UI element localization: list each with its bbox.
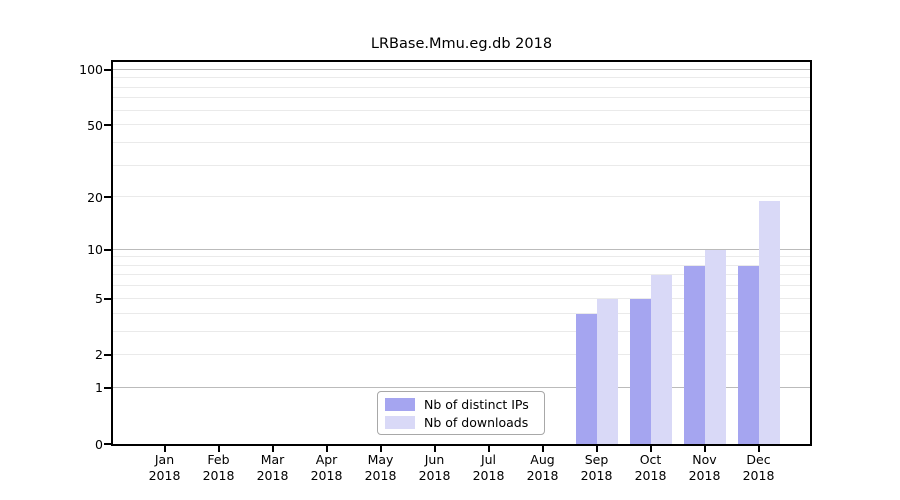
ytick-mark-50 <box>104 124 112 127</box>
xtick-mark-jun <box>433 445 436 452</box>
gridline-minor-80 <box>113 86 810 88</box>
bar-nb-of-distinct-ips-sep <box>575 313 597 444</box>
ytick-label-10: 10 <box>87 242 103 257</box>
xtick-label-apr: Apr 2018 <box>310 452 343 483</box>
legend-label-downloads: Nb of downloads <box>424 414 529 430</box>
gridline-minor-7 <box>113 274 810 276</box>
bar-nb-of-downloads-sep <box>596 298 618 444</box>
xtick-label-aug: Aug 2018 <box>526 452 559 483</box>
xtick-label-jan: Jan 2018 <box>148 452 181 483</box>
ytick-mark-10 <box>104 248 112 251</box>
ytick-label-20: 20 <box>87 189 103 205</box>
ytick-mark-0 <box>104 443 112 445</box>
bar-nb-of-downloads-oct <box>650 275 672 444</box>
gridline-minor-20 <box>113 196 810 198</box>
xtick-mark-apr <box>325 445 328 452</box>
plot-area <box>113 62 810 444</box>
gridline-major-1 <box>113 386 810 388</box>
gridline-minor-60 <box>113 109 810 111</box>
ytick-label-2: 2 <box>95 347 103 363</box>
xtick-label-dec: Dec 2018 <box>742 452 775 483</box>
legend: Nb of distinct IPs Nb of downloads <box>377 391 545 435</box>
ytick-mark-2 <box>104 353 112 356</box>
ytick-mark-100 <box>104 68 112 71</box>
ytick-mark-5 <box>104 297 112 300</box>
gridline-minor-2 <box>113 353 810 355</box>
ytick-mark-20 <box>104 196 112 199</box>
xtick-label-may: May 2018 <box>364 452 397 483</box>
xtick-mark-sep <box>595 445 598 452</box>
gridline-minor-5 <box>113 297 810 299</box>
ytick-label-100: 100 <box>79 62 103 78</box>
gridline-major-10 <box>113 248 810 250</box>
xtick-label-mar: Mar 2018 <box>256 452 289 483</box>
xtick-mark-jan <box>163 445 166 452</box>
legend-swatch-downloads <box>385 415 415 429</box>
gridline-minor-3 <box>113 330 810 332</box>
ytick-mark-1 <box>104 386 112 389</box>
xtick-mark-nov <box>703 445 706 452</box>
xtick-mark-may <box>379 445 382 452</box>
xtick-mark-oct <box>649 445 652 452</box>
bar-nb-of-distinct-ips-dec <box>737 265 759 444</box>
gridline-minor-8 <box>113 264 810 266</box>
xtick-mark-aug <box>541 445 544 452</box>
gridline-minor-6 <box>113 285 810 287</box>
xtick-label-sep: Sep 2018 <box>580 452 613 483</box>
ytick-label-1: 1 <box>95 380 103 396</box>
legend-item-downloads: Nb of downloads <box>385 415 537 430</box>
gridline-minor-70 <box>113 97 810 99</box>
gridline-minor-9 <box>113 256 810 258</box>
ytick-label-50: 50 <box>87 117 103 133</box>
bar-nb-of-downloads-dec <box>758 201 780 444</box>
bar-nb-of-distinct-ips-oct <box>629 298 651 444</box>
chart-title: LRBase.Mmu.eg.db 2018 <box>370 36 553 52</box>
legend-item-distinct-ips: Nb of distinct IPs <box>385 397 537 412</box>
gridline-minor-40 <box>113 141 810 143</box>
legend-label-distinct-ips: Nb of distinct IPs <box>424 396 529 412</box>
xtick-mark-jul <box>487 445 490 452</box>
bar-nb-of-downloads-nov <box>704 249 726 444</box>
gridline-minor-30 <box>113 164 810 166</box>
xtick-mark-mar <box>271 445 274 452</box>
gridline-major-100 <box>113 68 810 70</box>
xtick-label-feb: Feb 2018 <box>202 452 235 483</box>
ytick-label-0: 0 <box>95 436 103 452</box>
xtick-mark-dec <box>757 445 760 452</box>
bar-nb-of-distinct-ips-nov <box>683 265 705 444</box>
gridline-minor-4 <box>113 312 810 314</box>
gridline-minor-90 <box>113 77 810 79</box>
legend-swatch-distinct-ips <box>385 397 415 411</box>
xtick-label-jun: Jun 2018 <box>418 452 451 483</box>
xtick-label-oct: Oct 2018 <box>634 452 667 483</box>
xtick-mark-feb <box>217 445 220 452</box>
gridline-minor-50 <box>113 124 810 126</box>
xtick-label-nov: Nov 2018 <box>688 452 721 483</box>
ytick-label-5: 5 <box>95 291 103 307</box>
xtick-label-jul: Jul 2018 <box>472 452 505 483</box>
